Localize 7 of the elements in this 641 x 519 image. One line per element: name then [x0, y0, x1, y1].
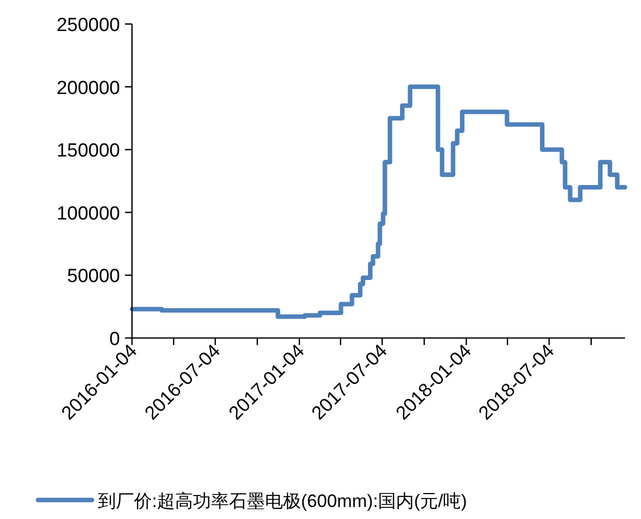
y-tick-label: 0 [109, 329, 120, 350]
legend: 到厂价:超高功率石墨电极(600mm):国内(元/吨) [36, 491, 467, 511]
y-tick-label: 200000 [56, 78, 120, 99]
y-tick-label: 150000 [56, 140, 120, 162]
y-tick-label: 100000 [56, 203, 120, 224]
y-tick-label: 50000 [67, 266, 120, 288]
y-tick-label: 250000 [56, 15, 120, 36]
